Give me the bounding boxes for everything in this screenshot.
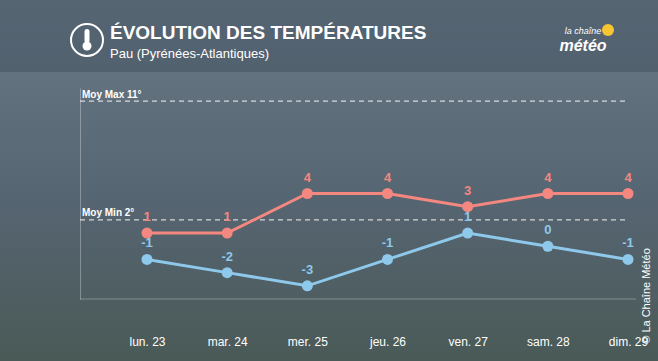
point bbox=[382, 254, 393, 265]
x-tick: mer. 25 bbox=[288, 335, 328, 349]
data-label: -1 bbox=[382, 235, 394, 250]
y-tick: Moy Min 2° bbox=[80, 207, 134, 220]
x-tick-label: dim. 29 bbox=[609, 335, 649, 349]
thermometer-icon bbox=[71, 24, 103, 56]
point bbox=[382, 188, 393, 199]
plot-area bbox=[142, 188, 634, 291]
data-label: -2 bbox=[221, 249, 233, 264]
point bbox=[302, 280, 313, 291]
point bbox=[222, 228, 233, 239]
data-label: -1 bbox=[141, 235, 153, 250]
logo: la chaînemétéo bbox=[559, 24, 614, 54]
x-tick: lun. 23 bbox=[129, 335, 165, 349]
x-tick: dim. 29 bbox=[609, 335, 649, 349]
logo-line: météo bbox=[559, 37, 606, 54]
data-label: -3 bbox=[302, 262, 314, 277]
y-axis: Moy Min 2° Moy Max 11° bbox=[80, 89, 142, 300]
header-band bbox=[0, 0, 658, 72]
data-label: 4 bbox=[624, 170, 632, 185]
subtitle: Pau (Pyrénées-Atlantiques) bbox=[110, 46, 269, 61]
x-axis-line bbox=[80, 299, 636, 300]
x-tick-label: ven. 27 bbox=[448, 335, 488, 349]
data-label: 1 bbox=[464, 209, 471, 224]
grid bbox=[80, 101, 628, 220]
icon-bulb bbox=[83, 42, 92, 51]
y-tick: Moy Max 11° bbox=[80, 89, 142, 102]
x-tick: ven. 27 bbox=[448, 335, 488, 349]
point bbox=[623, 254, 634, 265]
x-tick: jeu. 26 bbox=[369, 335, 406, 349]
point bbox=[542, 188, 553, 199]
data-label: 3 bbox=[464, 183, 471, 198]
x-tick: sam. 28 bbox=[527, 335, 570, 349]
x-tick-label: mer. 25 bbox=[288, 335, 328, 349]
y-tick-label: Moy Min 2° bbox=[82, 207, 134, 218]
data-label: 4 bbox=[544, 170, 552, 185]
data-label: 1 bbox=[143, 209, 150, 224]
logo-sun bbox=[602, 24, 614, 36]
x-axis: lun. 23 mar. 24 mer. 25 jeu. 26 ven. 27 sam. … bbox=[80, 299, 648, 349]
title: ÉVOLUTION DES TEMPÉRATURES bbox=[110, 22, 426, 43]
x-tick-label: mar. 24 bbox=[208, 335, 248, 349]
point bbox=[623, 188, 634, 199]
x-tick-label: sam. 28 bbox=[527, 335, 570, 349]
data-label: 4 bbox=[304, 170, 312, 185]
grid-line bbox=[80, 219, 628, 220]
credit: © La Chaîne Météo bbox=[640, 248, 652, 344]
point bbox=[302, 188, 313, 199]
x-tick: mar. 24 bbox=[208, 335, 248, 349]
data-label: 4 bbox=[384, 170, 392, 185]
logo-line: la chaîne bbox=[565, 26, 602, 36]
point bbox=[542, 241, 553, 252]
point bbox=[142, 254, 153, 265]
background bbox=[0, 0, 658, 361]
data-labels: 1 1 4 4 3 4 4 -1 -2 -3 -1 1 0 -1 bbox=[141, 170, 634, 277]
data-label: 0 bbox=[544, 222, 551, 237]
point bbox=[462, 228, 473, 239]
point bbox=[222, 267, 233, 278]
series-line bbox=[147, 194, 628, 234]
series-line bbox=[147, 233, 628, 286]
icon-ring bbox=[71, 24, 103, 56]
data-label: 1 bbox=[224, 209, 231, 224]
x-tick-label: jeu. 26 bbox=[369, 335, 406, 349]
icon-stem bbox=[85, 29, 90, 43]
y-tick-label: Moy Max 11° bbox=[82, 89, 142, 100]
x-tick-label: lun. 23 bbox=[129, 335, 165, 349]
grid-line bbox=[80, 101, 628, 102]
data-label: -1 bbox=[622, 235, 634, 250]
chart: ÉVOLUTION DES TEMPÉRATURES Pau (Pyrénées-… bbox=[0, 0, 658, 361]
y-axis-line bbox=[80, 89, 81, 300]
